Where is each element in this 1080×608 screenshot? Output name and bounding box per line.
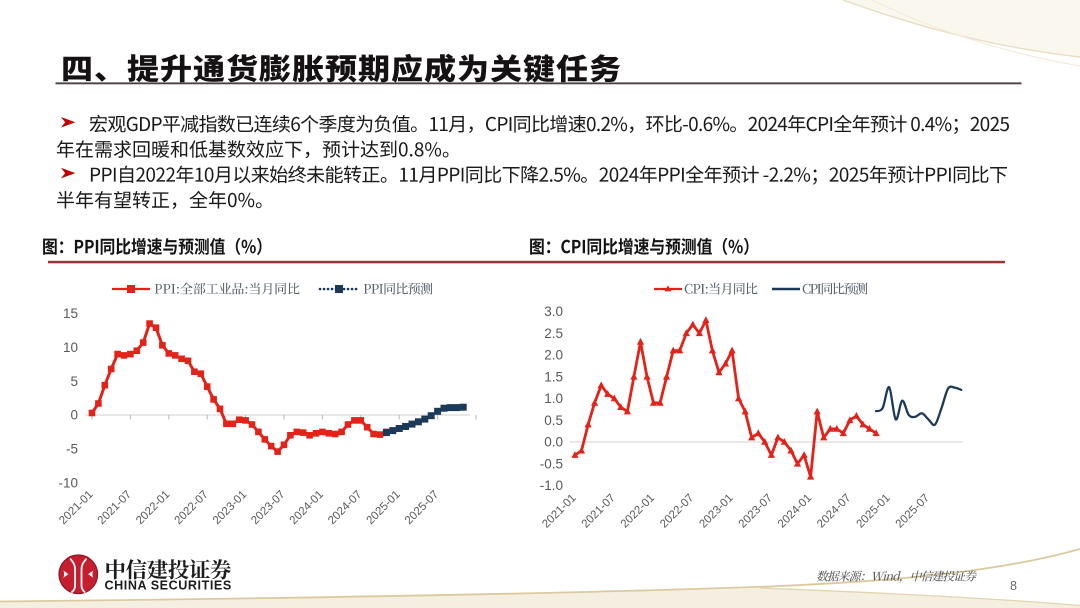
svg-text:-5: -5 <box>66 442 78 457</box>
svg-text:10: 10 <box>63 340 78 355</box>
svg-text:1.0: 1.0 <box>544 391 563 406</box>
svg-text:1.5: 1.5 <box>544 369 563 384</box>
svg-text:8: 8 <box>1010 579 1017 593</box>
svg-text:0: 0 <box>70 408 78 423</box>
svg-text:15: 15 <box>63 306 78 321</box>
svg-text:2.0: 2.0 <box>544 348 563 363</box>
svg-text:5: 5 <box>70 374 78 389</box>
svg-text:0.0: 0.0 <box>544 435 563 450</box>
svg-text:-0.5: -0.5 <box>540 456 563 471</box>
svg-text:3.0: 3.0 <box>544 304 563 319</box>
svg-text:CHINA SECURITIES: CHINA SECURITIES <box>105 579 232 593</box>
svg-text:2.5: 2.5 <box>544 326 563 341</box>
svg-text:0.5: 0.5 <box>544 413 563 428</box>
svg-text:-1.0: -1.0 <box>540 478 563 493</box>
svg-text:-10: -10 <box>58 475 78 490</box>
